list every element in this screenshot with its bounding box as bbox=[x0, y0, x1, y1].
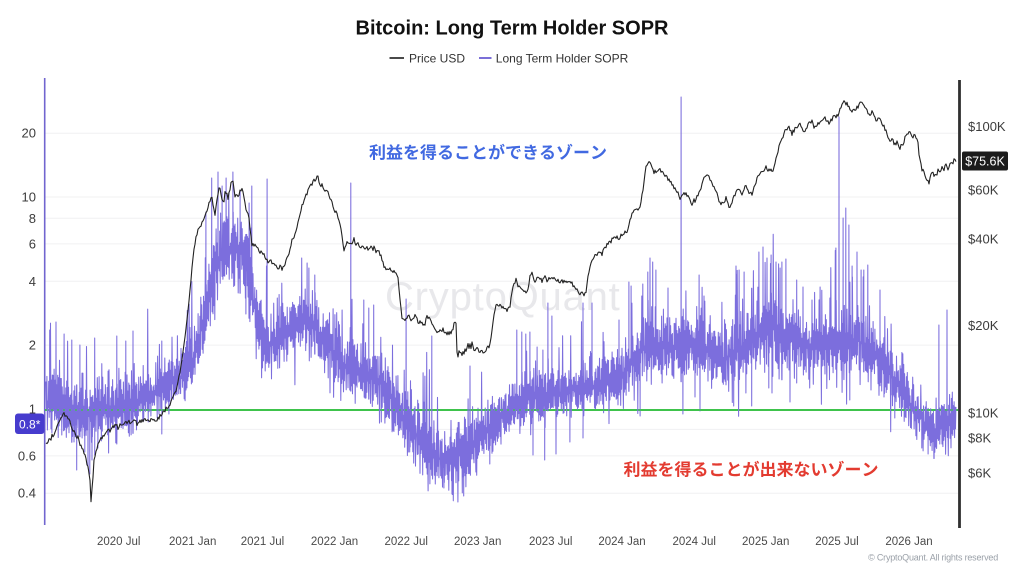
svg-text:$100K: $100K bbox=[968, 119, 1006, 134]
svg-text:$20K: $20K bbox=[968, 318, 999, 333]
svg-text:$6K: $6K bbox=[968, 466, 991, 481]
svg-text:4: 4 bbox=[29, 274, 36, 289]
svg-text:20: 20 bbox=[22, 126, 36, 141]
svg-text:Bitcoin: Long Term Holder SOPR: Bitcoin: Long Term Holder SOPR bbox=[356, 17, 670, 39]
svg-text:2025 Jan: 2025 Jan bbox=[742, 536, 789, 548]
svg-text:$8K: $8K bbox=[968, 431, 991, 446]
svg-text:$60K: $60K bbox=[968, 183, 999, 198]
svg-text:2: 2 bbox=[29, 338, 36, 353]
svg-text:CryptoQuant: CryptoQuant bbox=[385, 275, 621, 319]
svg-text:2023 Jan: 2023 Jan bbox=[454, 536, 501, 548]
svg-text:0.6: 0.6 bbox=[18, 448, 36, 463]
svg-text:© CryptoQuant. All rights rese: © CryptoQuant. All rights reserved bbox=[868, 553, 998, 563]
svg-text:6: 6 bbox=[29, 236, 36, 251]
svg-text:$10K: $10K bbox=[968, 406, 999, 421]
svg-text:Price USD: Price USD bbox=[409, 51, 465, 65]
svg-text:2026 Jan: 2026 Jan bbox=[885, 536, 932, 548]
svg-text:2022 Jul: 2022 Jul bbox=[384, 536, 427, 548]
svg-text:2021 Jul: 2021 Jul bbox=[241, 536, 284, 548]
svg-text:Long Term Holder SOPR: Long Term Holder SOPR bbox=[496, 51, 629, 65]
svg-text:2022 Jan: 2022 Jan bbox=[311, 536, 358, 548]
svg-text:10: 10 bbox=[22, 190, 36, 205]
svg-text:2020 Jul: 2020 Jul bbox=[97, 536, 140, 548]
svg-text:1: 1 bbox=[29, 401, 36, 416]
svg-text:2023 Jul: 2023 Jul bbox=[529, 536, 572, 548]
svg-text:$75.6K: $75.6K bbox=[965, 155, 1005, 169]
svg-text:2024 Jul: 2024 Jul bbox=[672, 536, 715, 548]
svg-text:8: 8 bbox=[29, 211, 36, 226]
svg-text:$40K: $40K bbox=[968, 232, 999, 247]
svg-text:0.8*: 0.8* bbox=[19, 418, 41, 432]
svg-text:2024 Jan: 2024 Jan bbox=[598, 536, 645, 548]
svg-text:2021 Jan: 2021 Jan bbox=[169, 536, 216, 548]
svg-text:0.4: 0.4 bbox=[18, 486, 36, 501]
svg-text:2025 Jul: 2025 Jul bbox=[815, 536, 858, 548]
